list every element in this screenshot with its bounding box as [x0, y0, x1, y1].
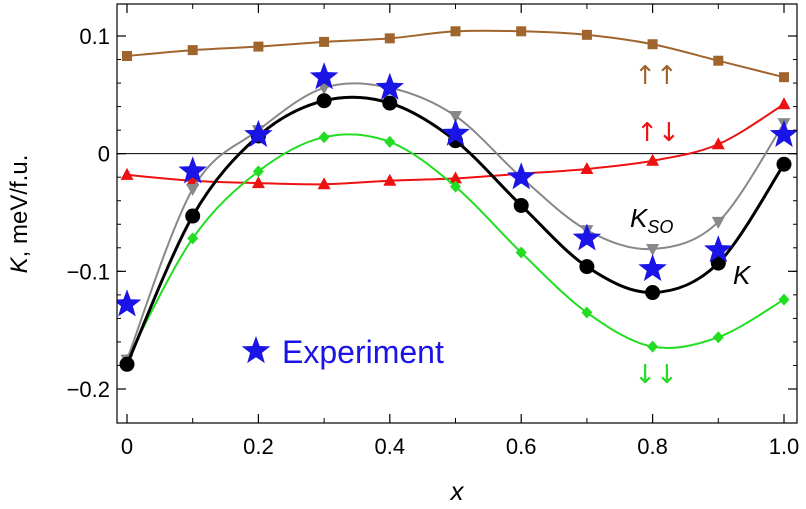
x-tick-label: 1.0 [769, 434, 800, 459]
point-upup-10 [779, 72, 789, 83]
label-k: K [733, 260, 752, 290]
point-experiment-3 [309, 62, 339, 90]
point-downdown-7 [581, 306, 593, 319]
point-upup-6 [516, 26, 527, 37]
y-tick-label: 0.1 [79, 24, 110, 49]
y-axis-title: K, meV/f.u. [6, 155, 33, 274]
x-tick-label: 0.6 [506, 434, 537, 459]
point-upup-7 [581, 29, 592, 40]
point-experiment-1 [178, 156, 207, 184]
point-updown-3 [317, 177, 331, 190]
y-tick-label: 0 [98, 142, 110, 167]
x-tick-label: 0.2 [243, 434, 274, 459]
point-kso-8 [646, 243, 660, 256]
point-k-10 [776, 156, 792, 172]
point-k-0 [119, 356, 135, 372]
legend-experiment-label: Experiment [282, 334, 444, 370]
series-line-upup [126, 29, 785, 79]
plot-frame [116, 3, 798, 424]
point-upup-3 [319, 36, 330, 47]
point-kso-9 [711, 216, 725, 229]
y-axis-title-symbol: K [6, 256, 33, 273]
label-downdown: ↓↓ [634, 360, 678, 390]
point-updown-9 [711, 137, 725, 150]
axes-layer: 0 0.2 0.4 0.6 0.8 1.0 −0.2 −0.1 0 0.1 [67, 3, 800, 459]
label-kso-sub: SO [647, 217, 673, 237]
point-k-1 [185, 208, 201, 224]
point-downdown-2 [252, 165, 264, 178]
point-k-4 [382, 95, 398, 111]
point-downdown-9 [712, 331, 724, 344]
x-tick-label: 0 [121, 434, 133, 459]
point-upup-9 [713, 55, 724, 66]
point-updown-5 [449, 171, 462, 184]
point-downdown-3 [318, 131, 330, 144]
point-upup-4 [384, 33, 395, 44]
series-updown [120, 97, 791, 190]
point-upup-1 [187, 45, 198, 56]
point-experiment-8 [638, 253, 667, 282]
point-experiment-9 [704, 235, 733, 263]
label-kso-main: K [630, 203, 649, 233]
point-upup-0 [122, 51, 132, 62]
point-kso-1 [186, 183, 200, 196]
x-tick-label: 0.4 [375, 434, 406, 459]
point-downdown-6 [515, 246, 527, 259]
series-downdown [121, 131, 790, 366]
point-updown-8 [646, 153, 660, 166]
point-experiment-10 [769, 119, 797, 147]
point-downdown-5 [450, 180, 461, 193]
point-downdown-10 [778, 293, 790, 306]
point-experiment-4 [375, 72, 405, 100]
point-k-7 [579, 259, 595, 275]
point-upup-8 [647, 39, 658, 50]
point-downdown-4 [384, 135, 396, 148]
point-experiment-0 [117, 289, 142, 317]
point-updown-10 [777, 97, 791, 110]
point-updown-2 [251, 176, 265, 189]
point-upup-2 [253, 41, 264, 52]
legend-experiment-star [241, 336, 271, 364]
y-tick-label: −0.1 [67, 259, 110, 284]
label-upup: ↑↑ [634, 61, 678, 91]
point-kso-3 [317, 82, 331, 95]
point-downdown-1 [187, 232, 199, 245]
point-k-3 [316, 93, 332, 109]
point-k-8 [645, 285, 661, 301]
point-experiment-2 [244, 119, 273, 147]
series-experiment [117, 62, 797, 317]
point-kso-5 [449, 111, 462, 124]
point-experiment-6 [506, 162, 536, 190]
point-experiment-7 [572, 223, 602, 251]
y-tick-label: −0.2 [67, 377, 110, 402]
point-experiment-5 [441, 118, 470, 146]
x-axis-title: x [449, 476, 465, 506]
point-downdown-8 [647, 340, 659, 353]
point-updown-0 [120, 167, 134, 180]
y-axis-title-units: , meV/f.u. [6, 155, 33, 258]
plot-layer [117, 26, 797, 372]
label-kso: KSO [630, 203, 673, 237]
x-tick-label: 0.8 [637, 434, 668, 459]
series-upup [122, 26, 789, 83]
label-updown: ↑↓ [636, 118, 680, 148]
point-k-6 [513, 197, 529, 213]
point-updown-7 [580, 161, 594, 174]
point-upup-5 [450, 26, 461, 37]
point-k-9 [710, 255, 726, 271]
point-updown-4 [383, 173, 397, 186]
